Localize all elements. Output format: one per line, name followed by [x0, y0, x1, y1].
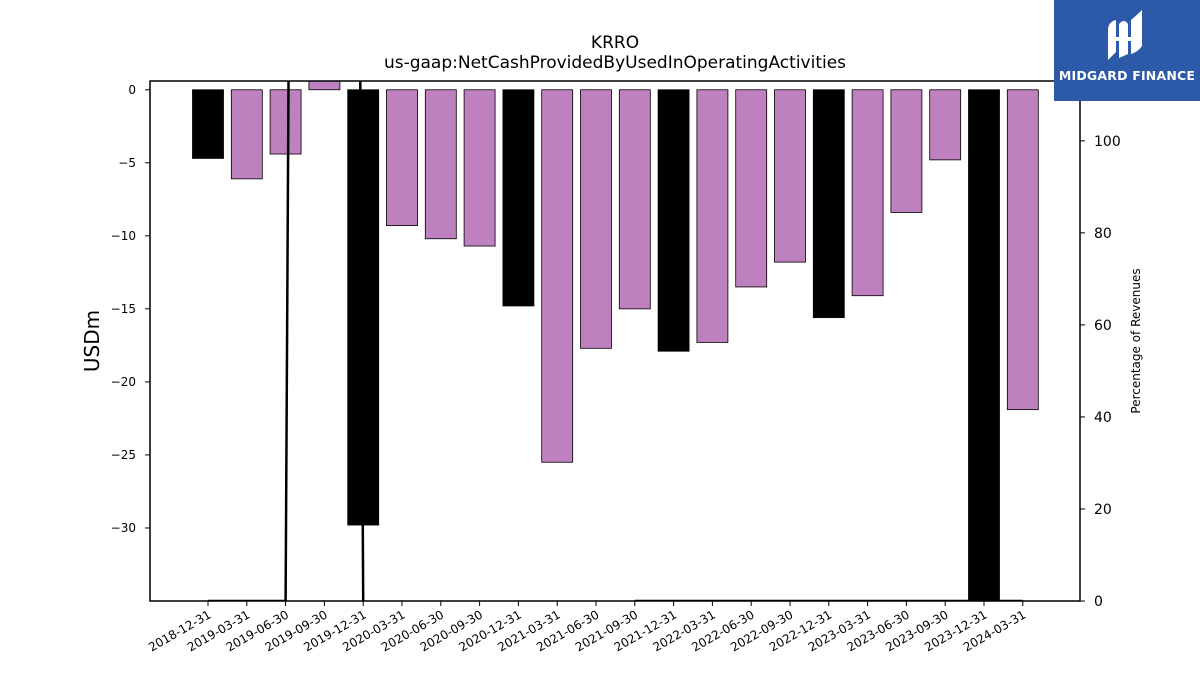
- bar-2020-06-30: [424, 89, 457, 240]
- bar-2021-03-31: [541, 89, 574, 463]
- midgard-finance-logo: MIDGARD FINANCE: [1054, 0, 1200, 101]
- y2-axis-label: Percentage of Revenues: [1129, 268, 1143, 413]
- bar-2023-03-31: [851, 89, 884, 297]
- bar-2022-03-31: [696, 89, 729, 343]
- bar-2020-03-31: [386, 89, 418, 227]
- plot-frame: [149, 80, 1081, 602]
- bar-2020-12-31: [502, 89, 535, 307]
- midgard-logo-icon: [1108, 10, 1142, 60]
- y2-tick-label: 20: [1094, 502, 1112, 518]
- bar-2022-09-30: [774, 89, 806, 263]
- bar-2019-09-30: [308, 80, 341, 91]
- y-axis-left: 0 −5 −10 −15 −20 −25 −30: [111, 83, 150, 535]
- y-tick-label: −15: [111, 302, 136, 316]
- bar-2023-06-30: [890, 89, 923, 213]
- bar-2024-03-31: [1006, 89, 1039, 411]
- chart-subtitle: us-gaap:NetCashProvidedByUsedInOperating…: [384, 53, 846, 73]
- y-axis-label: USDm: [80, 310, 104, 372]
- y-tick-label: 0: [128, 83, 136, 97]
- y-tick-label: −20: [111, 375, 136, 389]
- y-tick-label: −5: [118, 156, 136, 170]
- y2-tick-label: 60: [1094, 318, 1112, 334]
- bar-2021-12-31: [657, 89, 690, 352]
- chart-title: KRRO: [591, 33, 639, 53]
- bar-2022-12-31: [812, 89, 845, 319]
- bar-2019-03-31: [230, 89, 263, 180]
- bar-2019-06-30: [269, 89, 302, 155]
- y2-tick-label: 0: [1094, 594, 1103, 610]
- logo-text: MIDGARD FINANCE: [1058, 68, 1196, 83]
- bar-2018-12-31: [192, 89, 224, 159]
- bars-layer: [192, 80, 1039, 602]
- bar-2020-09-30: [463, 89, 496, 247]
- bar-2021-09-30: [618, 89, 651, 310]
- bar-2023-09-30: [929, 89, 962, 161]
- y2-tick-label: 40: [1094, 410, 1112, 426]
- y-tick-label: −10: [111, 229, 136, 243]
- y-tick-label: −30: [111, 521, 136, 535]
- y2-tick-label: 100: [1094, 134, 1121, 150]
- bar-2021-06-30: [580, 89, 612, 349]
- y-tick-label: −25: [111, 448, 136, 462]
- x-axis: 2018-12-312019-03-312019-06-302019-09-30…: [146, 601, 1028, 654]
- y-axis-right: 0 20 40 60 80 100: [1080, 134, 1121, 610]
- bar-2022-06-30: [735, 89, 768, 288]
- y2-tick-label: 80: [1094, 226, 1112, 242]
- bar-2023-12-31: [968, 89, 1000, 602]
